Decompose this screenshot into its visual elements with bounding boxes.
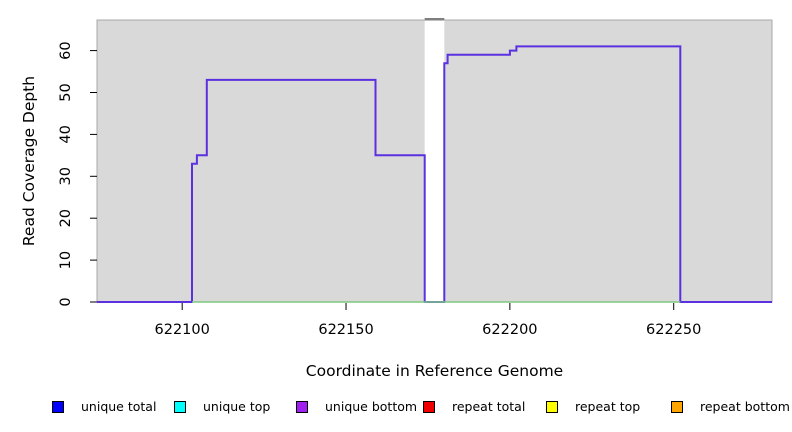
y-tick-label: 60 (58, 41, 74, 59)
y-tick-label: 40 (58, 125, 74, 143)
y-tick-label: 50 (58, 83, 74, 101)
y-axis-title: Read Coverage Depth (20, 75, 38, 247)
x-tick-label: 622100 (155, 322, 210, 338)
x-tick-label: 622200 (482, 322, 537, 338)
coverage-gap-rect (424, 20, 445, 302)
x-tick-label: 622150 (318, 322, 373, 338)
y-tick-label: 0 (58, 297, 74, 306)
y-tick-label: 10 (58, 251, 74, 269)
x-tick-label: 622250 (646, 322, 701, 338)
coverage-gap-top-border (424, 18, 445, 21)
y-tick-label: 30 (58, 167, 74, 185)
y-tick-label: 20 (58, 209, 74, 227)
x-axis-title: Coordinate in Reference Genome (305, 362, 564, 380)
